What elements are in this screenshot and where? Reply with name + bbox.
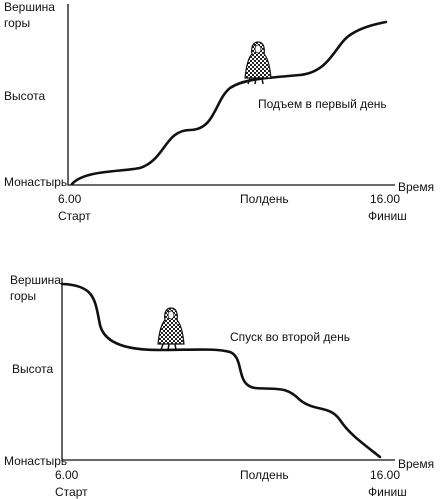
axes (67, 4, 395, 186)
axes (61, 278, 395, 461)
ascent-path (70, 20, 388, 186)
monk-figure (157, 307, 185, 351)
panel-ascent: Вершина горы Высота Монастырь Время 6.00… (4, 0, 434, 223)
x-label: Полдень (240, 192, 289, 206)
y-label-top: Вершина (4, 0, 55, 14)
x-label: Финиш (368, 209, 407, 223)
caption: Подъем в первый день (258, 97, 387, 111)
x-label: Полдень (240, 468, 289, 482)
panel-descent: Вершина горы Высота Монастырь Время 6.00… (4, 273, 434, 499)
y-label-top: горы (4, 16, 30, 30)
y-label-bottom: Монастырь (4, 175, 67, 189)
y-label-middle: Высота (4, 89, 46, 103)
y-label-middle: Высота (12, 362, 54, 376)
monk-figure (244, 41, 272, 85)
x-label: Старт (58, 209, 91, 223)
x-label: 6.00 (55, 468, 79, 482)
caption: Спуск во второй день (230, 330, 350, 344)
y-label-top: горы (10, 289, 36, 303)
y-label-top: Вершина (10, 273, 61, 287)
x-label: Финиш (368, 485, 407, 499)
descent-path (60, 282, 382, 459)
x-label: 6.00 (58, 192, 82, 206)
x-label: Старт (55, 485, 88, 499)
x-label: 16.00 (370, 468, 400, 482)
x-axis-label: Время (398, 180, 434, 194)
x-axis-label: Время (398, 457, 434, 471)
y-label-bottom: Монастырь (4, 454, 67, 468)
x-label: 16.00 (370, 192, 400, 206)
